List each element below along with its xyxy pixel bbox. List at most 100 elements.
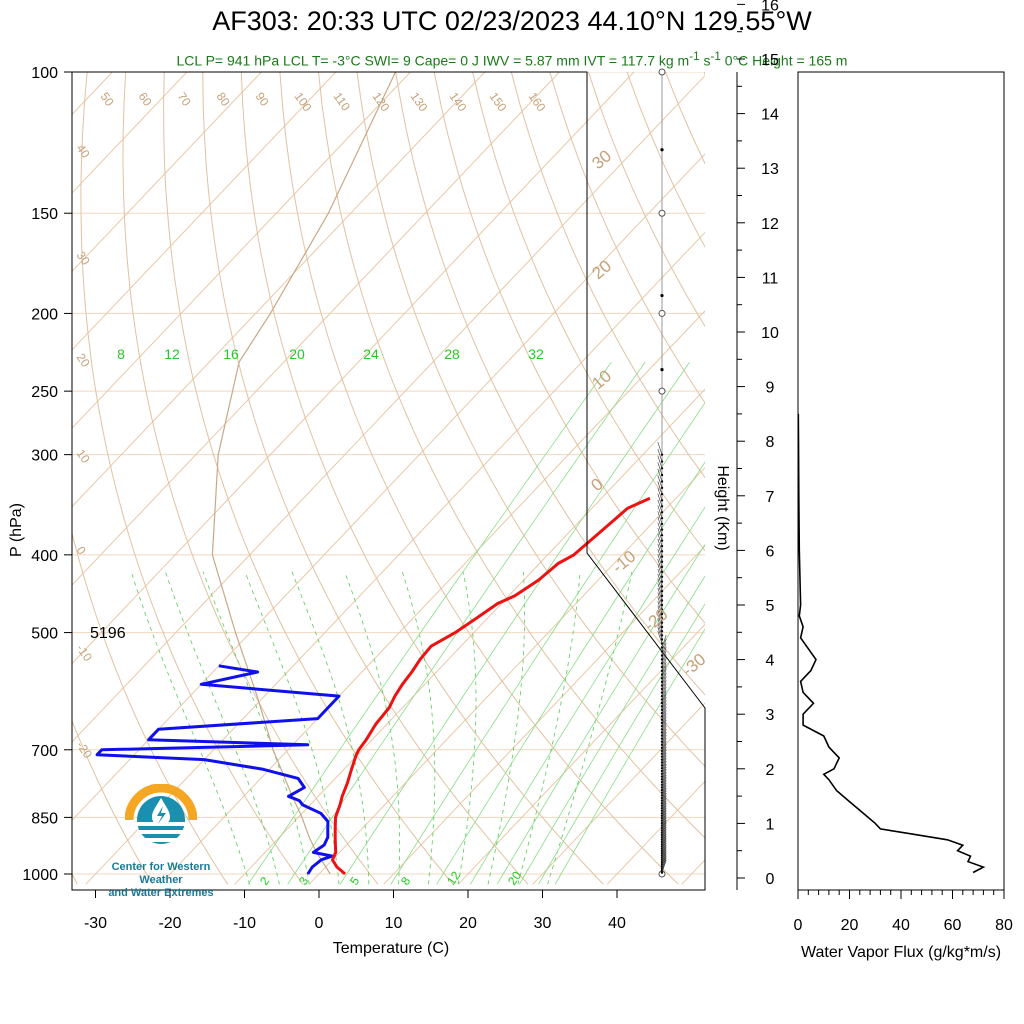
wind-barb (661, 763, 667, 777)
isotherm-label-right: 20 (588, 256, 615, 283)
moist-adiabat-line (202, 571, 310, 885)
dry-adiabat-line (743, 72, 1024, 884)
mixing-ratio-label-bottom: 8 (398, 874, 413, 888)
wind-barb (661, 683, 667, 697)
dewpoint-line (95, 664, 341, 875)
dry-adiabat-line (72, 872, 78, 885)
wind-barb (657, 626, 663, 640)
x-axis-label: Temperature (C) (333, 940, 449, 957)
wind-barb (661, 812, 667, 826)
wind-barb (661, 831, 667, 845)
isotherm-label: 10 (74, 447, 93, 466)
water-drop-logo-icon (124, 783, 198, 844)
height-tick-label: 8 (766, 434, 775, 451)
moist-adiabat-line (487, 571, 525, 885)
dry-adiabat-label: 90 (253, 90, 272, 109)
dry-adiabat-line (0, 72, 2, 884)
dry-adiabat-line (781, 72, 1024, 884)
isotherm-label: -10 (74, 642, 96, 665)
temperature-tick-label: 10 (385, 915, 403, 932)
wind-barb (661, 638, 667, 652)
wind-barb (657, 605, 663, 619)
wind-barb (661, 826, 667, 840)
mixing-ratio-line (538, 603, 705, 885)
chart-title: AF303: 20:33 UTC 02/23/2023 44.10°N 129.… (212, 6, 812, 36)
wind-barb (657, 564, 663, 577)
height-tick-label: 14 (761, 107, 779, 124)
isotherm-label: 30 (74, 249, 93, 268)
isotherm-line (72, 72, 188, 194)
skew-t-frame (71, 71, 706, 891)
isotherm-line (72, 74, 705, 743)
dry-adiabat-line (122, 72, 379, 885)
mixing-ratio-label: 20 (289, 346, 305, 362)
wind-barb (661, 749, 667, 763)
wind-barb (661, 755, 667, 769)
wind-barb (661, 697, 667, 710)
mixing-ratio-label: 8 (117, 346, 125, 362)
wind-barb (657, 592, 663, 606)
temperature-tick-label: 30 (534, 915, 552, 932)
mixing-ratio-line (339, 361, 690, 885)
wind-barb (657, 609, 663, 623)
dry-adiabat-label: 60 (136, 90, 155, 109)
wind-barb (661, 706, 667, 720)
isotherm-line (72, 72, 486, 508)
wind-barb (661, 735, 667, 748)
isotherm-line (159, 310, 705, 885)
isotherm-label: 40 (74, 142, 93, 161)
height-tick-label: 7 (766, 489, 775, 506)
wind-barb (657, 622, 663, 636)
moist-adiabat-line (244, 571, 340, 885)
isotherm-line (756, 72, 1024, 884)
isotherm-line (85, 231, 705, 885)
wind-barb (661, 795, 667, 809)
wind-point (660, 293, 664, 298)
isotherm-line (72, 72, 113, 116)
dry-adiabat-line (318, 72, 705, 839)
height-tick-label: 13 (761, 161, 779, 178)
wind-barb (661, 672, 667, 686)
moist-adiabat-line (344, 571, 400, 885)
wind-barb (657, 527, 663, 541)
isotherm-line (383, 545, 705, 885)
wind-barb (661, 782, 667, 796)
isotherm-line (72, 72, 635, 665)
chart-subtitle: LCL P= 941 hPa LCL T= -3°C SWI= 9 Cape= … (176, 50, 848, 69)
height-tick-label: 16 (761, 0, 779, 14)
isotherm-label-right: -30 (678, 650, 709, 680)
wind-barb (661, 836, 667, 849)
wind-barb (657, 493, 663, 507)
wind-barb (657, 468, 663, 482)
wind-barb (661, 719, 667, 733)
wind-barb (661, 785, 667, 799)
flux-panel-frame (797, 71, 1005, 891)
temperature-tick-label: -20 (158, 915, 181, 932)
wind-barb (661, 844, 667, 858)
pressure-tick-label: 100 (31, 65, 58, 82)
mixing-ratio-label-bottom: 12 (444, 868, 463, 887)
pressure-tick-label: 150 (31, 206, 58, 223)
wind-barb (661, 729, 667, 742)
isotherm-label-right: -10 (608, 547, 639, 577)
wind-barb (661, 658, 667, 671)
flux-axis-label: Water Vapor Flux (g/kg*m/s) (801, 944, 1001, 961)
dry-adiabat-line (395, 72, 705, 696)
mixing-ratio-line (287, 361, 646, 885)
dry-adiabat-line (356, 72, 705, 768)
isotherm-line (606, 780, 705, 885)
mixing-ratio-line (519, 575, 705, 885)
wind-barb (657, 543, 663, 557)
wind-point (660, 367, 664, 372)
mixing-ratio-label-bottom: 20 (505, 868, 524, 887)
height-tick-label: 5 (766, 598, 775, 615)
wind-barb (661, 752, 667, 766)
dry-adiabat-label: 160 (526, 90, 549, 115)
isotherm-line (532, 702, 705, 885)
wind-barb (657, 441, 663, 455)
wind-barb (661, 686, 667, 700)
wind-barb (657, 568, 663, 582)
wind-barb (661, 815, 667, 828)
wind-barb (661, 661, 667, 675)
wind-barb (661, 790, 667, 804)
